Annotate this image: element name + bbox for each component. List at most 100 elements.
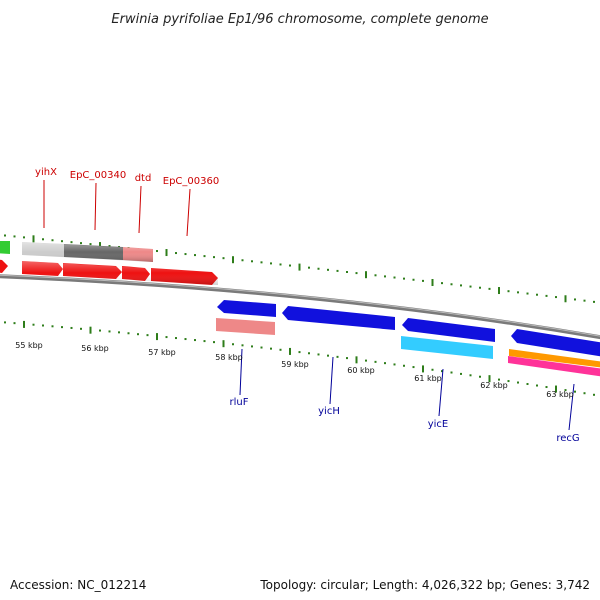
minor-tick	[70, 326, 73, 329]
minor-tick	[137, 333, 139, 336]
minor-tick	[23, 236, 25, 239]
minor-tick	[241, 259, 244, 262]
gene-arrow[interactable]	[511, 329, 600, 357]
gene-arrow[interactable]	[402, 318, 495, 342]
major-tick	[165, 249, 168, 257]
gene-label[interactable]: EpC_00340	[70, 170, 126, 181]
minor-tick	[156, 250, 158, 253]
minor-tick	[374, 274, 377, 277]
minor-tick	[479, 375, 481, 378]
label-leader-line	[186, 188, 191, 237]
minor-tick	[175, 337, 177, 340]
minor-tick	[184, 253, 187, 256]
major-tick	[23, 320, 25, 328]
reverse-strand-inner	[217, 300, 600, 357]
minor-tick	[441, 282, 443, 285]
major-tick	[555, 385, 557, 393]
scale-label: 60 kbp	[347, 366, 375, 375]
gene-label[interactable]: EpC_00360	[163, 176, 219, 187]
gene-feature[interactable]	[0, 241, 10, 254]
gene-feature[interactable]	[509, 349, 600, 368]
minor-tick	[403, 364, 405, 367]
map-title: Erwinia pyrifoliae Ep1/96 chromosome, co…	[111, 12, 488, 27]
minor-tick	[279, 263, 282, 266]
minor-tick	[203, 340, 206, 343]
minor-tick	[593, 393, 595, 396]
minor-tick	[260, 346, 263, 349]
gene-label[interactable]: yicH	[318, 406, 340, 417]
gene-arrow[interactable]	[282, 306, 395, 330]
forward-strand-outer	[0, 241, 153, 262]
gene-arrow[interactable]	[0, 259, 8, 273]
minor-tick	[384, 362, 386, 365]
gene-label[interactable]: dtd	[135, 173, 152, 184]
minor-tick	[251, 260, 253, 263]
minor-tick	[260, 261, 263, 264]
minor-tick	[545, 294, 548, 297]
gene-feature[interactable]	[216, 318, 275, 335]
minor-tick	[593, 300, 595, 303]
gene-label[interactable]: yihX	[35, 167, 57, 178]
minor-tick	[4, 234, 6, 237]
gene-label[interactable]: rluF	[230, 397, 249, 408]
minor-tick	[545, 386, 548, 389]
label-leader-line	[568, 383, 575, 431]
top-scale-ticks	[4, 234, 595, 303]
label-leader-line	[239, 348, 243, 396]
minor-tick	[270, 347, 272, 350]
minor-tick	[327, 354, 329, 357]
minor-tick	[327, 268, 329, 271]
minor-tick	[13, 322, 16, 325]
accession-text: Accession: NC_012214	[10, 578, 147, 592]
minor-tick	[555, 296, 557, 299]
minor-tick	[298, 351, 301, 354]
gene-label[interactable]: recG	[556, 433, 579, 444]
minor-tick	[51, 239, 54, 242]
major-tick	[355, 356, 358, 364]
major-tick	[365, 271, 367, 279]
minor-tick	[194, 339, 196, 342]
minor-tick	[165, 336, 168, 339]
minor-tick	[536, 384, 538, 387]
minor-tick	[203, 255, 206, 258]
minor-tick	[583, 392, 586, 395]
gene-arrow[interactable]	[217, 300, 276, 317]
gene-feature[interactable]	[508, 356, 600, 377]
minor-tick	[118, 331, 120, 334]
minor-tick	[346, 270, 348, 273]
minor-tick	[70, 241, 73, 244]
minor-tick	[146, 334, 149, 337]
minor-tick	[308, 266, 310, 269]
minor-tick	[460, 284, 462, 287]
minor-tick	[241, 344, 244, 347]
scale-label: 62 kbp	[480, 381, 508, 390]
label-leader-line	[438, 368, 444, 417]
minor-tick	[460, 372, 462, 375]
minor-tick	[108, 245, 111, 248]
backbone-highlight	[0, 274, 600, 337]
minor-tick	[42, 324, 44, 327]
gene-label[interactable]: yicE	[428, 419, 449, 430]
minor-tick	[488, 287, 491, 290]
minor-tick	[507, 290, 510, 293]
scale-label: 56 kbp	[81, 344, 109, 353]
minor-tick	[32, 323, 35, 326]
major-tick	[564, 295, 567, 303]
minor-tick	[450, 371, 453, 374]
gene-shading	[22, 242, 153, 262]
label-leader-line	[329, 356, 334, 405]
minor-tick	[289, 264, 291, 267]
minor-tick	[507, 380, 510, 383]
label-leader-line	[94, 182, 97, 231]
minor-tick	[574, 298, 576, 301]
gene-feature[interactable]	[401, 336, 493, 359]
minor-tick	[355, 272, 358, 275]
gene-labels-bottom: rluF yicH yicE recG	[230, 348, 580, 444]
minor-tick	[498, 378, 500, 381]
major-tick	[488, 375, 491, 383]
forward-strand-inner	[0, 259, 218, 285]
scale-label: 57 kbp	[148, 348, 176, 357]
minor-tick	[469, 285, 472, 288]
minor-tick	[583, 299, 586, 302]
